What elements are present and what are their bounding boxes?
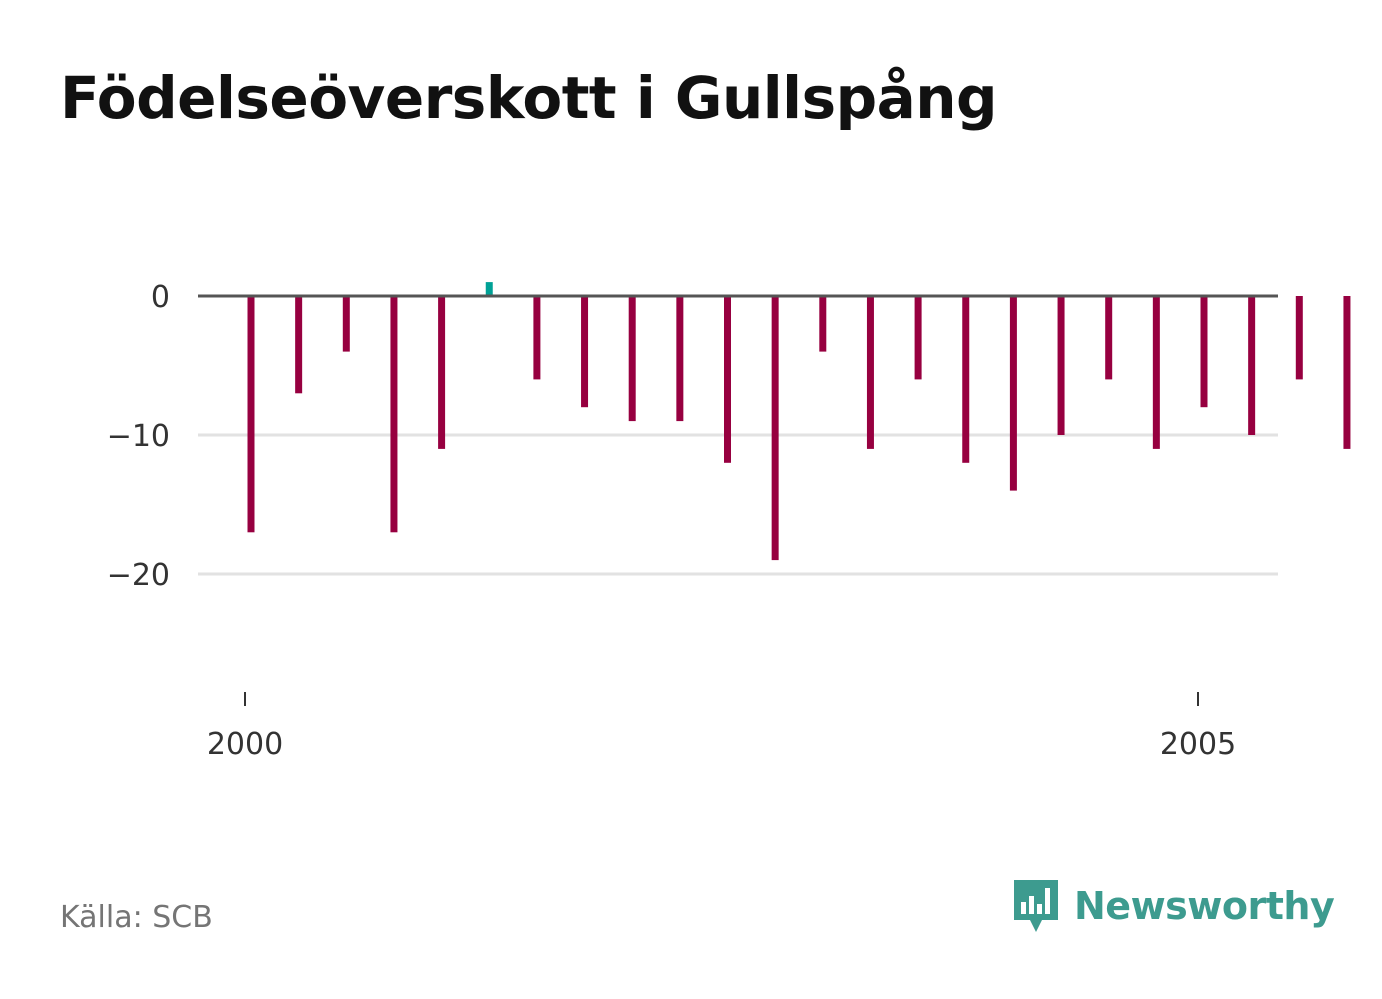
bar xyxy=(1009,296,1017,491)
bar xyxy=(1105,296,1113,380)
newsworthy-logo-icon xyxy=(1014,880,1058,932)
bar xyxy=(390,296,398,533)
bar xyxy=(533,296,541,380)
bar xyxy=(866,296,874,449)
bar xyxy=(914,296,922,380)
bar xyxy=(581,296,589,408)
bar xyxy=(295,296,303,394)
bar xyxy=(1295,296,1303,380)
x-tick-label: 2000 xyxy=(207,727,283,762)
y-tick-label: 0 xyxy=(151,280,170,315)
bar xyxy=(1248,296,1256,435)
bar xyxy=(962,296,970,463)
bar xyxy=(819,296,827,352)
x-tick-label: 2005 xyxy=(1160,727,1236,762)
bar xyxy=(676,296,684,422)
bar xyxy=(1343,296,1351,449)
bar xyxy=(1057,296,1065,435)
bar xyxy=(1152,296,1160,449)
bar xyxy=(771,296,779,561)
bar xyxy=(724,296,731,463)
bar xyxy=(628,296,636,422)
x-axis: 200020052010201520202025 xyxy=(207,692,1236,762)
chart-title: Födelseöverskott i Gullspång xyxy=(60,64,998,132)
y-axis: 0 −10 −20 xyxy=(107,280,170,593)
bar xyxy=(438,296,446,449)
source-note: Källa: SCB xyxy=(60,900,213,935)
y-tick-label: −10 xyxy=(107,419,170,454)
bar xyxy=(247,296,255,533)
bar xyxy=(485,282,493,296)
bars xyxy=(247,282,1351,561)
gridlines xyxy=(198,433,1278,576)
brand-name: Newsworthy xyxy=(1074,884,1335,928)
y-tick-label: −20 xyxy=(107,558,170,593)
bar xyxy=(1200,296,1208,408)
brand-logo[interactable]: Newsworthy xyxy=(1010,876,1335,936)
bar xyxy=(342,296,350,352)
